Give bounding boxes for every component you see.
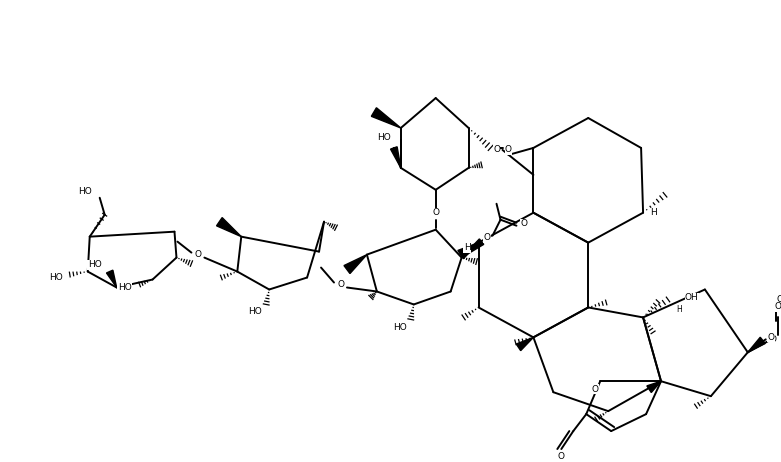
Polygon shape xyxy=(462,239,483,258)
Text: HO: HO xyxy=(78,187,91,196)
Text: HO: HO xyxy=(248,307,262,316)
Text: O: O xyxy=(776,295,781,304)
Text: HO: HO xyxy=(49,273,62,282)
Text: HO: HO xyxy=(118,283,132,292)
Text: O: O xyxy=(505,146,512,154)
Text: HO: HO xyxy=(393,323,407,332)
Text: O: O xyxy=(493,146,500,154)
Text: O: O xyxy=(769,335,776,344)
Polygon shape xyxy=(344,255,367,274)
Text: H: H xyxy=(650,208,657,217)
Polygon shape xyxy=(647,381,661,393)
Polygon shape xyxy=(390,147,401,168)
Text: O: O xyxy=(592,385,599,394)
Text: O: O xyxy=(767,333,774,342)
Text: OH: OH xyxy=(685,293,699,302)
Text: O: O xyxy=(774,303,781,311)
Text: O: O xyxy=(195,250,202,259)
Polygon shape xyxy=(747,337,765,353)
Text: O: O xyxy=(483,233,490,242)
Polygon shape xyxy=(106,270,116,287)
Text: H: H xyxy=(676,305,682,314)
Polygon shape xyxy=(516,337,533,351)
Text: HO: HO xyxy=(88,260,102,269)
Text: O: O xyxy=(337,280,344,289)
Polygon shape xyxy=(458,243,479,259)
Text: O: O xyxy=(558,451,565,461)
Text: O: O xyxy=(432,208,439,217)
Text: H: H xyxy=(464,243,471,252)
Polygon shape xyxy=(216,218,241,237)
Polygon shape xyxy=(371,108,401,128)
Text: HO: HO xyxy=(377,134,390,142)
Text: O: O xyxy=(520,219,527,228)
